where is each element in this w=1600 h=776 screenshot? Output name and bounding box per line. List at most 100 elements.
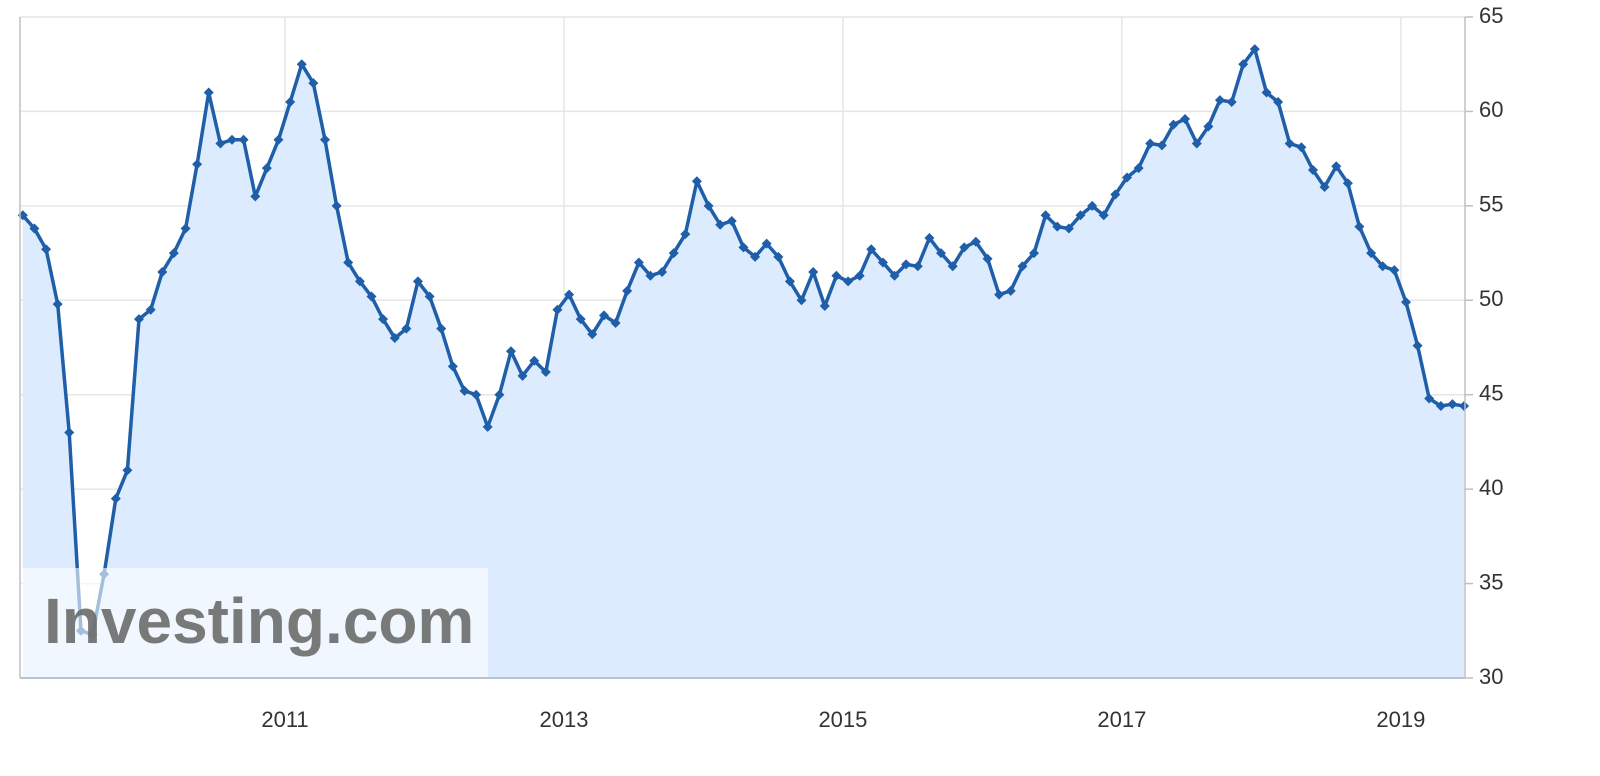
marker xyxy=(494,389,505,400)
marker xyxy=(994,289,1005,300)
marker xyxy=(598,310,609,321)
marker xyxy=(970,236,981,247)
marker xyxy=(1401,297,1412,308)
marker xyxy=(296,59,307,70)
marker xyxy=(1203,121,1214,132)
x-tick-label: 2017 xyxy=(1097,707,1146,732)
marker xyxy=(424,291,435,302)
marker xyxy=(110,493,121,504)
marker xyxy=(715,219,726,230)
marker xyxy=(831,270,842,281)
marker xyxy=(1261,87,1272,98)
marker xyxy=(575,314,586,325)
marker xyxy=(819,300,830,311)
marker xyxy=(41,244,52,255)
marker xyxy=(1075,210,1086,221)
marker xyxy=(203,87,214,98)
y-tick-label: 60 xyxy=(1479,97,1503,122)
marker xyxy=(1017,261,1028,272)
marker xyxy=(447,361,458,372)
marker xyxy=(1331,161,1342,172)
marker xyxy=(691,176,702,187)
marker xyxy=(1342,178,1353,189)
marker xyxy=(52,299,63,310)
marker xyxy=(529,355,540,366)
marker xyxy=(1191,138,1202,149)
marker xyxy=(982,253,993,264)
marker xyxy=(540,367,551,378)
marker xyxy=(436,323,447,334)
marker xyxy=(587,329,598,340)
marker xyxy=(401,323,412,334)
marker xyxy=(354,276,365,287)
marker xyxy=(738,242,749,253)
marker xyxy=(633,257,644,268)
marker xyxy=(668,248,679,259)
marker xyxy=(1005,285,1016,296)
marker xyxy=(552,304,563,315)
marker xyxy=(808,266,819,277)
marker xyxy=(133,314,144,325)
marker xyxy=(1168,119,1179,130)
marker xyxy=(877,257,888,268)
marker xyxy=(854,270,865,281)
marker xyxy=(959,242,970,253)
watermark: Investing.com xyxy=(44,585,474,657)
area xyxy=(22,49,1464,679)
marker xyxy=(145,304,156,315)
marker xyxy=(1296,142,1307,153)
marker xyxy=(308,78,319,89)
y-tick-label: 55 xyxy=(1479,192,1503,217)
marker xyxy=(343,257,354,268)
marker xyxy=(1284,138,1295,149)
marker xyxy=(1435,401,1446,412)
y-tick-label: 30 xyxy=(1479,664,1503,689)
marker xyxy=(1319,181,1330,192)
x-tick-label: 2015 xyxy=(818,707,867,732)
marker xyxy=(657,266,668,277)
marker xyxy=(1133,163,1144,174)
marker xyxy=(227,134,238,145)
marker xyxy=(1098,210,1109,221)
marker xyxy=(180,223,191,234)
marker xyxy=(1389,265,1400,276)
marker xyxy=(1040,210,1051,221)
marker xyxy=(168,248,179,259)
marker xyxy=(366,291,377,302)
marker xyxy=(866,244,877,255)
marker xyxy=(622,285,633,296)
marker xyxy=(1226,96,1237,107)
y-tick-label: 50 xyxy=(1479,286,1503,311)
marker xyxy=(1307,164,1318,175)
marker xyxy=(1052,221,1063,232)
marker xyxy=(784,276,795,287)
marker xyxy=(459,385,470,396)
marker xyxy=(261,163,272,174)
y-tick-label: 65 xyxy=(1479,3,1503,28)
y-tick-label: 40 xyxy=(1479,475,1503,500)
marker xyxy=(1238,59,1249,70)
marker xyxy=(645,270,656,281)
marker xyxy=(901,259,912,270)
marker xyxy=(157,266,168,277)
marker xyxy=(1156,140,1167,151)
marker xyxy=(285,96,296,107)
marker xyxy=(122,465,133,476)
marker xyxy=(482,421,493,432)
y-tick-label: 45 xyxy=(1479,381,1503,406)
marker xyxy=(773,251,784,262)
marker xyxy=(1366,248,1377,259)
marker xyxy=(761,238,772,249)
x-tick-label: 2013 xyxy=(539,707,588,732)
marker xyxy=(1249,44,1260,55)
marker xyxy=(471,389,482,400)
watermark-box xyxy=(22,568,488,677)
marker xyxy=(912,261,923,272)
marker xyxy=(29,223,40,234)
y-tick-label: 35 xyxy=(1479,569,1503,594)
marker xyxy=(1377,261,1388,272)
marker xyxy=(192,159,203,170)
marker xyxy=(796,295,807,306)
marker xyxy=(505,346,516,357)
